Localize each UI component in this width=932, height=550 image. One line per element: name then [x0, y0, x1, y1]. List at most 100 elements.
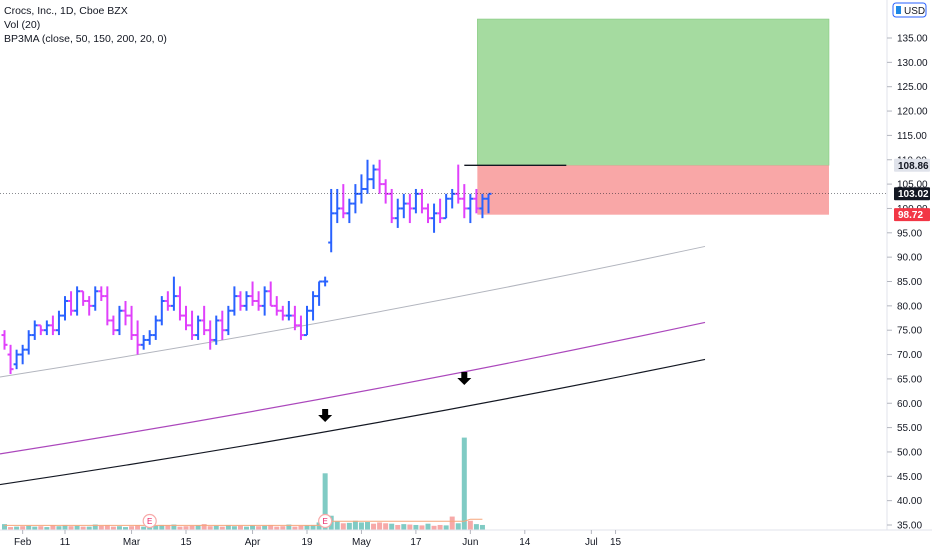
ohlc-bar: [7, 344, 14, 375]
volume-indicator-title[interactable]: Vol (20): [4, 19, 41, 31]
volume-bar: [371, 523, 377, 530]
ohlc-bar: [176, 286, 183, 321]
y-tick-label: 125.00: [897, 82, 928, 93]
volume-bar: [171, 524, 177, 530]
ohlc-bar: [25, 330, 32, 355]
x-tick-label: 15: [180, 537, 192, 548]
volume-bar: [395, 524, 401, 530]
ohlc-bar: [473, 188, 480, 214]
ohlc-bar: [431, 203, 438, 233]
volume-bar: [14, 526, 20, 530]
ohlc-bar: [425, 203, 431, 224]
volume-bar: [322, 473, 328, 530]
y-tick-label: 95.00: [897, 228, 922, 239]
volume-bar: [201, 524, 207, 530]
volume-bar: [425, 523, 431, 530]
ohlc-bar: [479, 193, 486, 219]
currency-flag-icon: [896, 6, 901, 14]
volume-bar: [135, 525, 141, 530]
currency-button-label: USD: [904, 6, 925, 17]
ohlc-bar: [49, 315, 56, 336]
volume-bar: [123, 527, 128, 530]
ohlc-bar: [201, 305, 208, 336]
volume-bar: [383, 523, 389, 530]
time-axis[interactable]: Feb 11 Mar 15 Apr 19 May 17 Jun 14 Jul 15: [14, 530, 622, 548]
x-tick-label: 11: [60, 537, 71, 548]
ohlc-bar: [455, 164, 462, 204]
y-tick-label: 75.00: [897, 326, 922, 337]
ohlc-bar: [13, 349, 20, 370]
ohlc-bar: [62, 296, 68, 321]
x-tick-label: May: [352, 537, 371, 548]
ohlc-bar: [352, 184, 359, 214]
ohlc-bar: [140, 335, 147, 350]
ohlc-bar: [267, 281, 274, 307]
volume-bar: [389, 523, 395, 530]
x-tick-label: Apr: [245, 537, 261, 548]
ohlc-bar: [346, 198, 353, 224]
ohlc-bar: [146, 330, 153, 345]
x-tick-label: 15: [610, 537, 622, 548]
ohlc-bar: [285, 300, 292, 321]
ohlc-bar: [74, 286, 81, 316]
ohlc-bar: [68, 291, 75, 316]
ohlc-bar: [183, 305, 189, 331]
volume-bar: [443, 525, 449, 530]
moving-average-line: [0, 358, 706, 486]
volume-bar: [280, 526, 286, 530]
y-tick-label: 115.00: [897, 131, 927, 142]
volume-bar: [419, 525, 425, 530]
ohlc-bar: [43, 320, 50, 336]
y-tick-label: 70.00: [897, 350, 922, 361]
ohlc-bar: [37, 324, 44, 336]
ohlc-bar: [213, 315, 220, 345]
y-tick-label: 130.00: [897, 58, 928, 69]
ohlc-bar: [370, 164, 377, 189]
ohlc-bar: [279, 305, 286, 321]
volume-bar: [129, 526, 135, 530]
ohlc-bar: [116, 305, 123, 336]
moving-average-indicator-title[interactable]: BP3MA (close, 50, 150, 200, 20, 0): [4, 33, 167, 45]
volume-bar: [455, 523, 461, 530]
x-tick-label: Jul: [585, 537, 598, 548]
risk-reward-zone[interactable]: [477, 18, 830, 215]
ohlc-bar: [128, 305, 135, 340]
currency-button[interactable]: [892, 2, 927, 18]
volume-bar: [80, 526, 86, 530]
ohlc-bar: [31, 320, 38, 340]
target-price-label: 108.86: [898, 161, 929, 172]
volume-bar: [286, 524, 292, 530]
ohlc-bar: [334, 188, 341, 224]
volume-bar: [365, 522, 370, 530]
price-axis[interactable]: 35.00 40.00 45.00 50.00 55.00 60.00 65.00 70.00…: [887, 34, 928, 532]
ohlc-bar: [19, 344, 26, 365]
volume-bar: [377, 522, 383, 530]
volume-bar: [213, 525, 219, 530]
volume-bar: [116, 526, 122, 530]
last-price-label: 103.02: [898, 189, 929, 200]
volume-bar: [110, 526, 116, 530]
earnings-marker-icon: [142, 513, 157, 529]
ohlc-bar: [364, 159, 371, 194]
ohlc-bar: [467, 193, 474, 224]
y-tick-label: 35.00: [897, 521, 922, 532]
volume-bar: [50, 525, 56, 530]
y-tick-label: 50.00: [897, 447, 922, 458]
ohlc-bar: [328, 188, 335, 253]
ohlc-bar: [249, 281, 256, 306]
symbol-title[interactable]: Crocs, Inc., 1D, Cboe BZX: [4, 5, 128, 17]
ohlc-bar: [86, 296, 93, 316]
ohlc-bar: [231, 286, 238, 316]
volume-bar: [237, 525, 243, 530]
ohlc-bar: [237, 291, 244, 311]
ohlc-bar: [243, 291, 250, 311]
last-price-label-bg: [894, 187, 930, 201]
volume-bar: [98, 525, 104, 530]
volume-bar: [153, 525, 159, 530]
volume-bar: [92, 524, 98, 530]
ohlc-bar: [322, 276, 329, 287]
volume-bar: [473, 524, 479, 530]
earnings-arrow-icon: [318, 409, 333, 422]
